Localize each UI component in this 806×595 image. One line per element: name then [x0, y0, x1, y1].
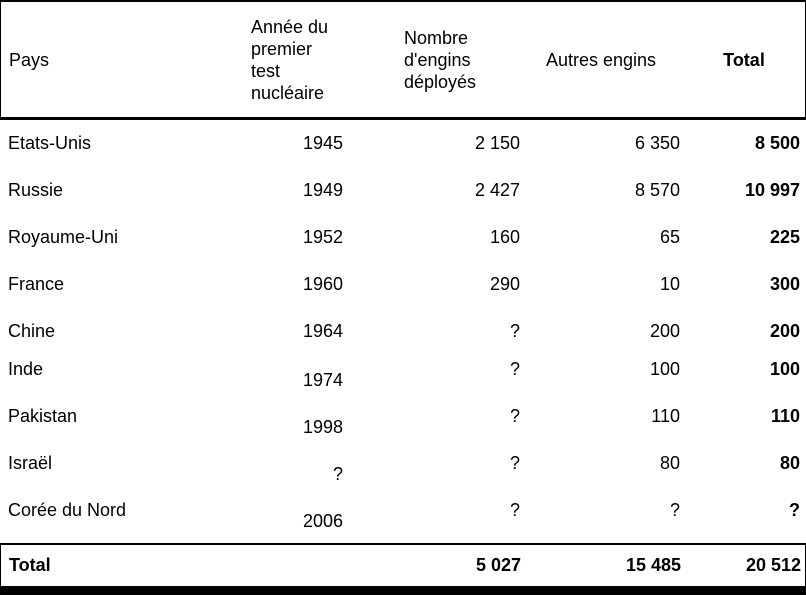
- first-test-year-cell: 1998: [302, 417, 343, 437]
- deployed-engines-cell: ?: [509, 453, 520, 473]
- row-total-cell: 80: [779, 453, 800, 473]
- row-total-cell: ?: [789, 500, 800, 520]
- deployed-engines-cell: 290: [489, 274, 520, 294]
- deployed-engines-cell: ?: [509, 406, 520, 426]
- country-name-cell: Israël: [8, 453, 53, 473]
- country-name-cell: Etats-Unis: [8, 133, 92, 153]
- first-test-year-cell: ?: [332, 464, 343, 484]
- first-test-year-cell: 1960: [302, 274, 343, 294]
- grand-total-others-cell: 15 485: [625, 555, 681, 575]
- table-body: Etats-Unis 1945 2 150 6 350 8 500 Russie…: [0, 120, 806, 543]
- other-engines-cell: 100: [649, 359, 680, 379]
- table-row: Chine 1964 ? 200 200: [0, 308, 806, 355]
- other-engines-cell: ?: [669, 500, 680, 520]
- grand-total-row: Total 5 027 15 485 20 512: [0, 543, 806, 586]
- first-test-year-cell: 1945: [302, 133, 343, 153]
- deployed-engines-cell: ?: [509, 359, 520, 379]
- other-engines-cell: 65: [659, 227, 680, 247]
- table-row: Pakistan 1998 ? 110 110: [0, 402, 806, 449]
- other-engines-cell: 110: [651, 406, 680, 426]
- column-header-annee: Année du premier test nucléaire: [251, 16, 329, 103]
- country-name-cell: Chine: [8, 321, 56, 341]
- row-total-cell: 100: [769, 359, 800, 379]
- grand-total-deployed-cell: 5 027: [475, 555, 521, 575]
- row-total-cell: 200: [769, 321, 800, 341]
- country-name-cell: Royaume-Uni: [8, 227, 119, 247]
- column-header-autres: Autres engins: [545, 49, 657, 70]
- bottom-border-bar: [0, 586, 806, 595]
- row-total-cell: 300: [769, 274, 800, 294]
- country-name-cell: Corée du Nord: [8, 500, 127, 520]
- other-engines-cell: 6 350: [634, 133, 680, 153]
- other-engines-cell: 10: [659, 274, 680, 294]
- table-row: Russie 1949 2 427 8 570 10 997: [0, 167, 806, 214]
- table-row: Inde 1974 ? 100 100: [0, 355, 806, 402]
- first-test-year-cell: 1964: [302, 321, 343, 341]
- table-row: Royaume-Uni 1952 160 65 225: [0, 214, 806, 261]
- country-name-cell: Pakistan: [8, 406, 78, 426]
- country-name-cell: Inde: [8, 359, 44, 379]
- table-row: Etats-Unis 1945 2 150 6 350 8 500: [0, 120, 806, 167]
- grand-total-sum-cell: 20 512: [745, 555, 801, 575]
- column-header-deployes: Nombre d'engins déployés: [404, 27, 477, 92]
- deployed-engines-cell: ?: [509, 500, 520, 520]
- other-engines-cell: 8 570: [634, 180, 680, 200]
- row-total-cell: 8 500: [754, 133, 800, 153]
- row-total-cell: 225: [769, 227, 800, 247]
- country-name-cell: France: [8, 274, 65, 294]
- first-test-year-cell: 1952: [302, 227, 343, 247]
- other-engines-cell: 200: [649, 321, 680, 341]
- first-test-year-cell: 1949: [302, 180, 343, 200]
- other-engines-cell: 80: [659, 453, 680, 473]
- table-header-row: Pays Année du premier test nucléaire Nom…: [0, 0, 806, 120]
- deployed-engines-cell: 2 150: [474, 133, 520, 153]
- table-row: Corée du Nord 2006 ? ? ?: [0, 496, 806, 543]
- column-header-total: Total: [723, 49, 765, 70]
- first-test-year-cell: 2006: [302, 511, 343, 531]
- row-total-cell: 10 997: [744, 180, 800, 200]
- table-row: France 1960 290 10 300: [0, 261, 806, 308]
- deployed-engines-cell: 2 427: [474, 180, 520, 200]
- row-total-cell: 110: [770, 406, 800, 426]
- country-name-cell: Russie: [8, 180, 64, 200]
- first-test-year-cell: 1974: [302, 370, 343, 390]
- deployed-engines-cell: ?: [509, 321, 520, 341]
- deployed-engines-cell: 160: [489, 227, 520, 247]
- table-row: Israël ? ? 80 80: [0, 449, 806, 496]
- column-header-pays: Pays: [9, 49, 50, 70]
- grand-total-label: Total: [9, 555, 51, 575]
